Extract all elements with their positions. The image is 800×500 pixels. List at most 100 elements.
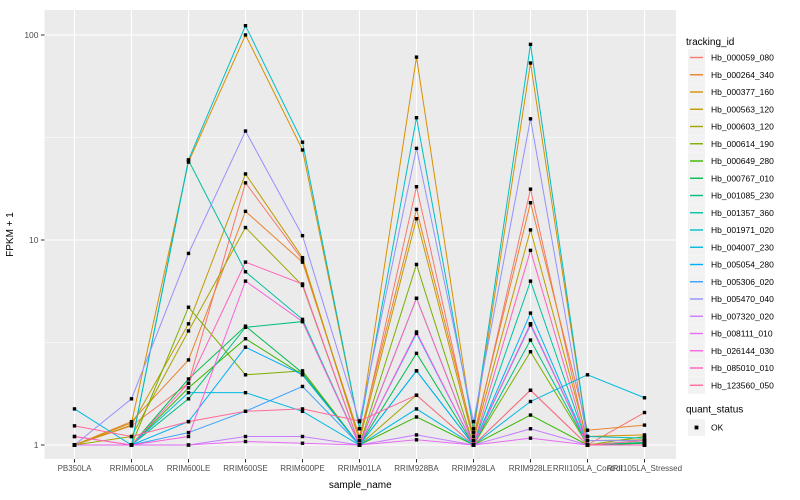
data-point: [528, 322, 533, 326]
legend-entry-label: Hb_000649_280: [711, 156, 774, 166]
data-point: [72, 424, 77, 428]
data-point: [186, 160, 191, 164]
data-point: [357, 419, 362, 423]
data-point: [72, 407, 77, 411]
data-point: [357, 427, 362, 431]
data-point: [528, 187, 533, 191]
data-point: [300, 255, 305, 260]
data-point: [528, 279, 533, 283]
data-point: [300, 140, 305, 144]
data-point: [243, 325, 248, 330]
legend-entry-label: Hb_001085_230: [711, 191, 774, 201]
x-tick-label: RRIM600PE: [280, 464, 324, 473]
data-point: [642, 410, 647, 415]
data-point: [414, 207, 419, 212]
data-point: [186, 158, 191, 162]
data-point: [414, 351, 419, 356]
data-point: [186, 251, 191, 256]
data-point: [414, 146, 419, 151]
data-point: [300, 258, 305, 262]
data-point: [300, 233, 305, 238]
data-point: [186, 377, 191, 381]
quant-status-square-icon: [694, 425, 699, 430]
data-point: [186, 419, 191, 424]
y-tick-label: 10: [29, 235, 39, 245]
data-point: [300, 148, 305, 152]
data-point: [72, 434, 77, 439]
x-axis-title: sample_name: [329, 480, 392, 491]
data-point: [243, 33, 248, 37]
data-point: [243, 225, 248, 230]
data-point: [300, 384, 305, 389]
legend-entry-label: Hb_000563_120: [711, 104, 774, 114]
x-tick-label: RRIM928LA: [452, 464, 496, 473]
x-tick-label: RRII105LA_Stressed: [607, 464, 682, 473]
data-point: [186, 430, 191, 435]
x-tick-label: RRIM928BA: [394, 464, 439, 473]
data-point: [243, 345, 248, 349]
data-point: [528, 427, 533, 431]
data-point: [414, 115, 419, 120]
data-point: [414, 415, 419, 419]
data-point: [186, 305, 191, 309]
data-point: [300, 407, 305, 411]
data-point: [414, 55, 419, 59]
legend-title-quant-status: quant_status: [686, 405, 743, 416]
data-point: [129, 421, 134, 425]
x-tick-label: RRIM600SE: [223, 464, 267, 473]
legend-entry-label: Hb_026144_030: [711, 346, 774, 356]
x-tick-label: RRIM901LA: [338, 464, 382, 473]
data-point: [642, 423, 647, 427]
data-point: [129, 434, 134, 439]
data-point: [243, 373, 248, 377]
data-point: [585, 428, 590, 432]
data-point: [300, 441, 305, 445]
data-point: [528, 117, 533, 121]
data-point: [471, 434, 476, 439]
data-point: [300, 319, 305, 324]
data-point: [243, 172, 248, 176]
data-point: [186, 358, 191, 362]
x-tick-label: RRIM600LE: [167, 464, 211, 473]
data-point: [186, 322, 191, 326]
data-point: [414, 184, 419, 189]
data-point: [528, 399, 533, 404]
data-point: [528, 228, 533, 232]
legend-entry-label: Hb_000614_190: [711, 139, 774, 149]
legend-entry-label: Hb_000264_340: [711, 70, 774, 80]
legend-entry-label: Hb_000059_080: [711, 53, 774, 63]
data-point: [585, 443, 590, 447]
data-point: [414, 407, 419, 411]
data-point: [186, 329, 191, 333]
legend-entry-label: Hb_001357_360: [711, 208, 774, 218]
data-point: [414, 296, 419, 300]
data-point: [243, 279, 248, 283]
data-point: [300, 317, 305, 322]
data-point: [243, 209, 248, 214]
data-point: [528, 413, 533, 417]
data-point: [528, 436, 533, 440]
data-point: [414, 433, 419, 437]
data-point: [243, 409, 248, 414]
legend-entry-label: Hb_005470_040: [711, 294, 774, 304]
data-point: [243, 434, 248, 439]
legend-title-tracking-id: tracking_id: [686, 37, 734, 48]
data-point: [642, 443, 647, 447]
data-point: [300, 260, 305, 264]
data-point: [414, 262, 419, 267]
data-point: [300, 409, 305, 414]
data-point: [300, 282, 305, 286]
data-point: [300, 434, 305, 439]
data-point: [357, 443, 362, 447]
data-point: [243, 439, 248, 444]
data-point: [642, 396, 647, 400]
data-point: [471, 438, 476, 443]
legend-entry-label: Hb_123560_050: [711, 380, 774, 390]
data-point: [585, 434, 590, 439]
data-point: [300, 369, 305, 373]
data-point: [528, 248, 533, 253]
data-point: [642, 438, 647, 443]
data-point: [471, 427, 476, 431]
